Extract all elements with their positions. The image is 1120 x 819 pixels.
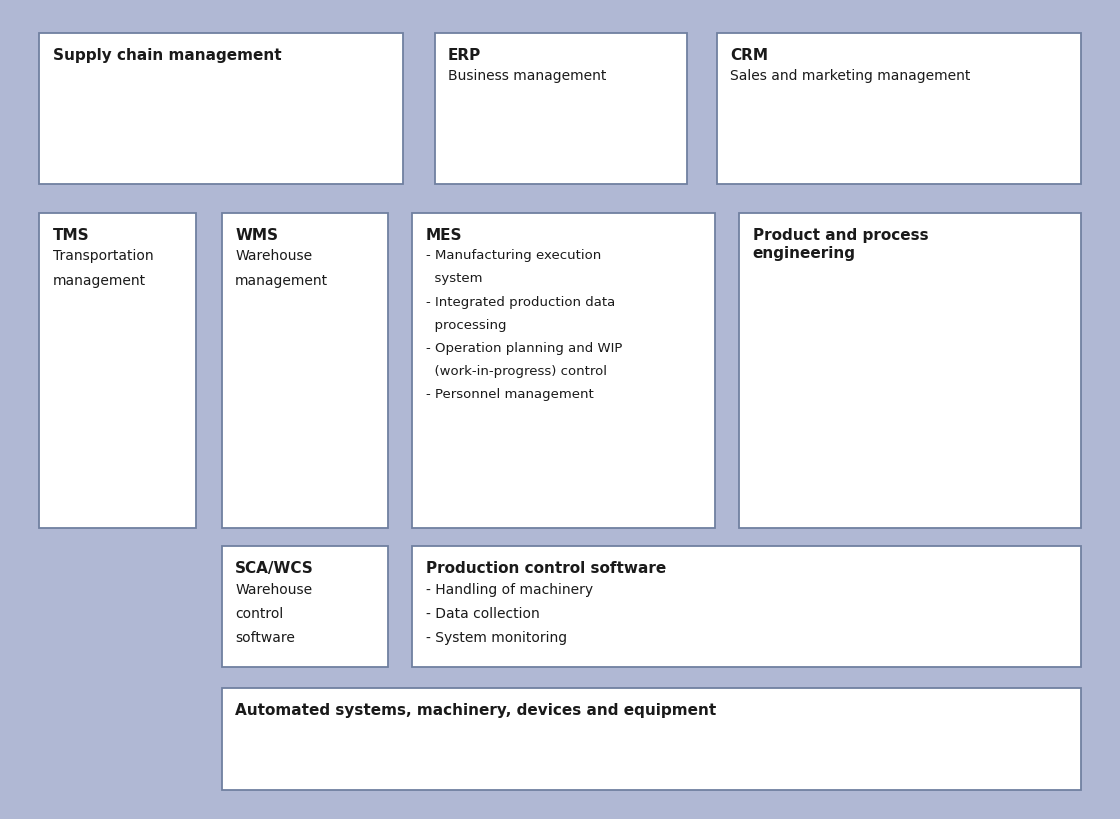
Text: TMS: TMS [53, 228, 90, 242]
Text: Sales and marketing management: Sales and marketing management [730, 69, 971, 84]
Text: - Operation planning and WIP: - Operation planning and WIP [426, 342, 622, 355]
FancyBboxPatch shape [412, 546, 1081, 667]
Text: ERP: ERP [448, 48, 482, 62]
FancyBboxPatch shape [717, 33, 1081, 184]
FancyBboxPatch shape [39, 213, 196, 528]
FancyBboxPatch shape [39, 33, 403, 184]
FancyBboxPatch shape [222, 546, 388, 667]
Text: Warehouse: Warehouse [235, 249, 312, 264]
FancyBboxPatch shape [739, 213, 1081, 528]
FancyBboxPatch shape [435, 33, 687, 184]
Text: MES: MES [426, 228, 463, 242]
Text: SCA/WCS: SCA/WCS [235, 561, 314, 576]
Text: processing: processing [426, 319, 506, 332]
Text: - Handling of machinery: - Handling of machinery [426, 582, 592, 597]
Text: management: management [53, 274, 146, 287]
FancyBboxPatch shape [222, 213, 388, 528]
Text: Warehouse: Warehouse [235, 582, 312, 597]
Text: management: management [235, 274, 328, 287]
Text: Production control software: Production control software [426, 561, 666, 576]
FancyBboxPatch shape [412, 213, 715, 528]
Text: CRM: CRM [730, 48, 768, 62]
Text: control: control [235, 607, 283, 621]
Text: Automated systems, machinery, devices and equipment: Automated systems, machinery, devices an… [235, 703, 717, 717]
Text: Business management: Business management [448, 69, 606, 84]
Text: - System monitoring: - System monitoring [426, 631, 567, 645]
Text: - Integrated production data: - Integrated production data [426, 296, 615, 309]
Text: Supply chain management: Supply chain management [53, 48, 281, 62]
Text: - Personnel management: - Personnel management [426, 388, 594, 401]
Text: system: system [426, 273, 482, 286]
Text: (work-in-progress) control: (work-in-progress) control [426, 365, 607, 378]
Text: Product and process
engineering: Product and process engineering [753, 228, 928, 261]
Text: WMS: WMS [235, 228, 278, 242]
Text: Transportation: Transportation [53, 249, 153, 264]
Text: software: software [235, 631, 295, 645]
Text: - Data collection: - Data collection [426, 607, 540, 621]
FancyBboxPatch shape [222, 688, 1081, 790]
Text: - Manufacturing execution: - Manufacturing execution [426, 249, 600, 262]
